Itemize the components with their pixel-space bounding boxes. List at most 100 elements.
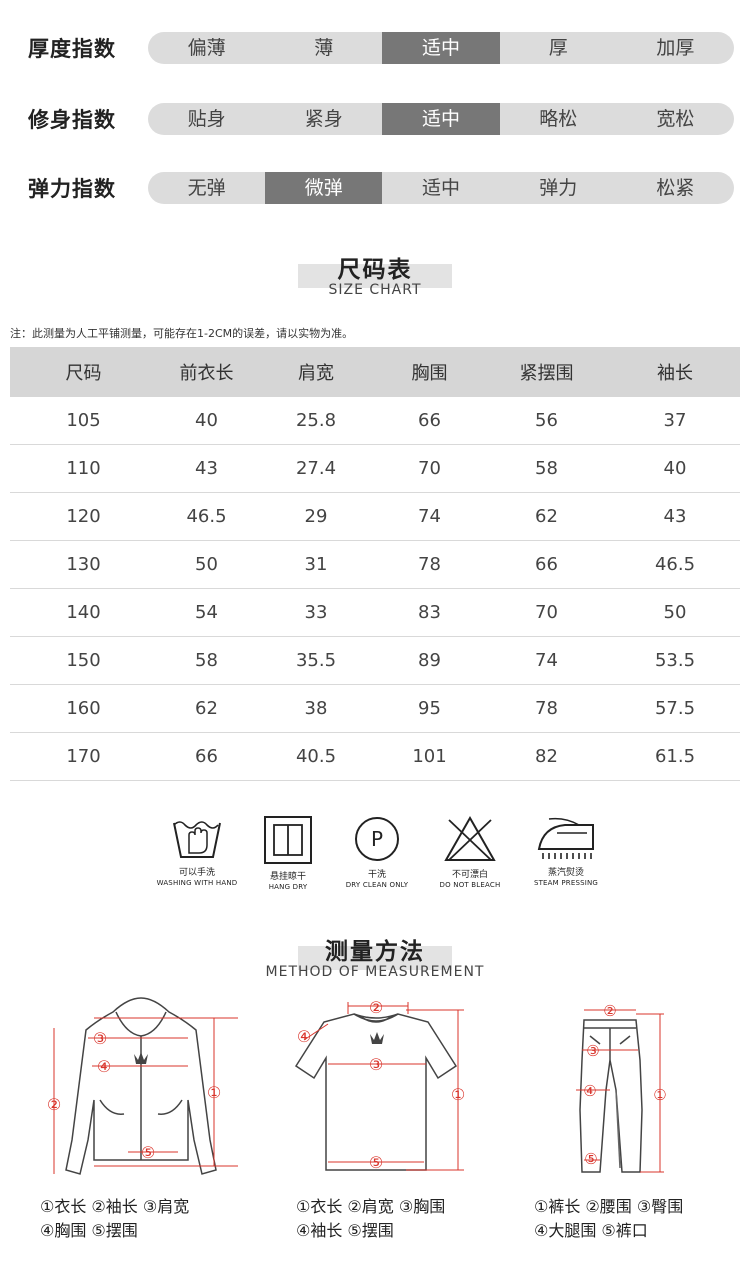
measurement-note: 注：此测量为人工平铺测量，可能存在1-2CM的误差，请以实物为准。 — [10, 327, 354, 340]
marker-4: ④ — [297, 1027, 311, 1046]
index-label: 厚度指数 — [28, 37, 116, 61]
table-cell: 46.5 — [157, 492, 256, 541]
table-cell: 33 — [256, 588, 376, 637]
table-cell: 35.5 — [256, 636, 376, 685]
table-cell: 29 — [256, 492, 376, 541]
table-cell: 83 — [376, 588, 483, 637]
column-header: 紧摆围 — [483, 347, 610, 397]
index-option: 弹力 — [539, 177, 578, 199]
index-option: 贴身 — [187, 108, 226, 130]
table-cell: 40 — [157, 397, 256, 445]
marker-2: ② — [603, 1002, 616, 1020]
table-cell: 62 — [483, 492, 610, 541]
table-header-row: 尺码 前衣长 肩宽 胸围 紧摆围 袖长 — [10, 347, 740, 397]
tshirt-icon: ① ② ③ ④ ⑤ — [294, 998, 465, 1172]
index-option: 厚 — [548, 37, 568, 59]
table-row: 150 58 35.5 89 74 53.5 — [10, 636, 740, 685]
hoodie-diagram: ① ② ③ ④ ⑤ — [38, 990, 244, 1180]
index-bar: 贴身 紧身 适中 略松 宽松 — [148, 103, 734, 135]
care-label-en: DRY CLEAN ONLY — [345, 881, 409, 889]
care-label-en: WASHING WITH HAND — [156, 879, 238, 887]
table-row: 160 62 38 95 78 57.5 — [10, 684, 740, 733]
index-label: 修身指数 — [28, 108, 116, 132]
index-option: 略松 — [539, 108, 578, 130]
table-cell: 46.5 — [610, 540, 740, 589]
title-underbar — [298, 264, 452, 288]
measurement-title: 测量方法 METHOD OF MEASUREMENT — [0, 932, 750, 980]
table-cell: 50 — [610, 588, 740, 637]
table-cell: 66 — [157, 732, 256, 781]
table-cell: 170 — [10, 732, 157, 781]
table-cell: 140 — [10, 588, 157, 637]
care-item-steam-iron: 蒸汽熨烫 STEAM PRESSING — [521, 815, 611, 887]
column-header: 胸围 — [376, 347, 483, 397]
no-bleach-icon — [444, 815, 496, 861]
table-cell: 82 — [483, 732, 610, 781]
marker-3: ③ — [93, 1029, 107, 1048]
care-item-hand-wash: 可以手洗 WASHING WITH HAND — [152, 815, 242, 887]
table-cell: 110 — [10, 444, 157, 493]
table-cell: 58 — [483, 444, 610, 493]
tshirt-legend: ①衣长 ②肩宽 ③胸围 ④袖长 ⑤摆围 — [296, 1195, 445, 1243]
legend-line: ④大腿围 ⑤裤口 — [534, 1221, 648, 1240]
table-cell: 70 — [376, 444, 483, 493]
table-cell: 78 — [483, 684, 610, 733]
table-row: 130 50 31 78 66 46.5 — [10, 540, 740, 589]
table-cell: 66 — [376, 397, 483, 445]
index-option: 紧身 — [304, 108, 343, 130]
table-cell: 57.5 — [610, 684, 740, 733]
elasticity-index-row: 弹力指数 无弹 微弹 适中 弹力 松紧 — [0, 172, 750, 206]
marker-4: ④ — [583, 1082, 596, 1100]
index-bar: 无弹 微弹 适中 弹力 松紧 — [148, 172, 734, 204]
table-cell: 38 — [256, 684, 376, 733]
care-item-no-bleach: 不可漂白 DO NOT BLEACH — [425, 815, 515, 889]
index-option: 适中 — [422, 177, 461, 199]
size-chart-title: 尺码表 SIZE CHART — [0, 250, 750, 298]
legend-line: ①衣长 ②袖长 ③肩宽 — [40, 1197, 190, 1216]
table-cell: 74 — [483, 636, 610, 685]
care-label-en: HANG DRY — [268, 883, 308, 891]
care-label-en: DO NOT BLEACH — [439, 881, 501, 889]
marker-3: ③ — [586, 1042, 599, 1060]
index-option: 偏薄 — [187, 37, 226, 59]
table-cell: 61.5 — [610, 732, 740, 781]
care-item-dry-clean: P 干洗 DRY CLEAN ONLY — [332, 815, 422, 889]
column-header: 肩宽 — [256, 347, 376, 397]
care-label-cn: 不可漂白 — [451, 870, 488, 880]
table-row: 105 40 25.8 66 56 37 — [10, 397, 740, 445]
steam-iron-icon — [537, 817, 594, 859]
table-cell: 50 — [157, 540, 256, 589]
table-cell: 25.8 — [256, 397, 376, 445]
table-cell: 120 — [10, 492, 157, 541]
table-cell: 74 — [376, 492, 483, 541]
care-label-cn: 可以手洗 — [178, 868, 215, 878]
legend-line: ④胸围 ⑤摆围 — [40, 1221, 138, 1240]
marker-2: ② — [47, 1095, 61, 1114]
care-item-hang-dry: 悬挂晾干 HANG DRY — [243, 815, 333, 891]
marker-4: ④ — [97, 1057, 111, 1076]
care-label-cn: 干洗 — [367, 870, 386, 880]
index-label: 弹力指数 — [28, 177, 116, 201]
marker-5: ⑤ — [584, 1150, 597, 1168]
index-option: 松紧 — [656, 177, 695, 199]
size-table-body: 105 40 25.8 66 56 37 110 43 27.4 70 58 40 120 46.5 29 7… — [10, 397, 740, 781]
table-cell: 56 — [483, 397, 610, 445]
dry-clean-icon: P — [355, 817, 399, 861]
marker-3: ③ — [369, 1055, 383, 1074]
index-bar: 偏薄 薄 适中 厚 加厚 — [148, 32, 734, 64]
hoodie-icon: ① ② ③ ④ ⑤ — [47, 997, 238, 1175]
column-header: 袖长 — [610, 347, 740, 397]
marker-1: ① — [451, 1085, 465, 1104]
index-option: 加厚 — [656, 37, 695, 59]
table-row: 170 66 40.5 101 82 61.5 — [10, 732, 740, 781]
table-cell: 54 — [157, 588, 256, 637]
table-row: 110 43 27.4 70 58 40 — [10, 444, 740, 493]
table-row: 140 54 33 83 70 50 — [10, 588, 740, 637]
legend-line: ④袖长 ⑤摆围 — [296, 1221, 394, 1240]
measurement-title-cn: 测量方法 — [325, 939, 425, 965]
hand-wash-icon — [173, 821, 221, 858]
table-cell: 160 — [10, 684, 157, 733]
tshirt-diagram: ① ② ③ ④ ⑤ — [288, 998, 474, 1180]
table-cell: 101 — [376, 732, 483, 781]
column-header: 尺码 — [10, 347, 157, 397]
